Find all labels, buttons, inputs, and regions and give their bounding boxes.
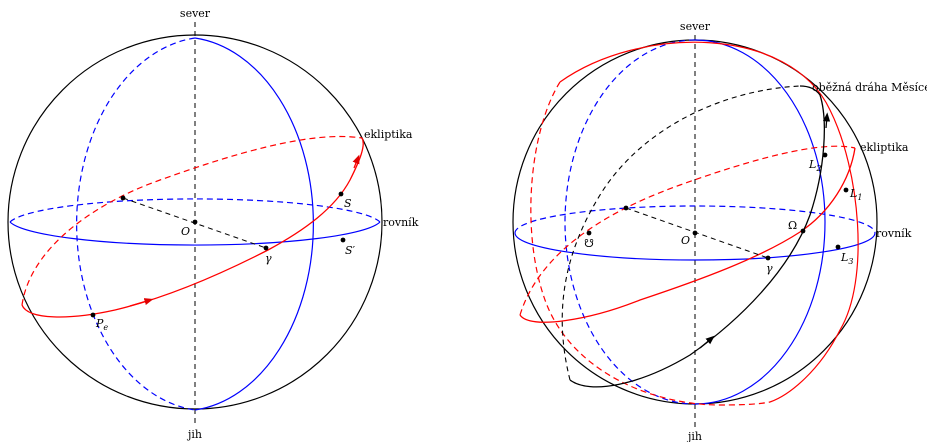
left-meridian-front: [194, 37, 314, 411]
left-figure: sever jih O ekliptika rovník S S′ γ Pe: [7, 7, 419, 441]
left-meridian-back: [76, 37, 196, 411]
left-ecliptic-arrow-2: [352, 154, 360, 169]
right-equator-front: [514, 232, 876, 261]
right-figure: sever jih O oběžná dráha Měsíce ekliptik…: [512, 20, 927, 442]
left-point-sun-projection: [340, 237, 346, 243]
left-equator-back: [9, 198, 381, 223]
right-sphere-outline: [512, 39, 878, 405]
right-label-L1-sub: 1: [857, 193, 862, 202]
right-label-L1: L1: [849, 187, 862, 202]
right-equator-back: [514, 205, 876, 234]
right-point-descending-node: [586, 230, 592, 236]
left-point-sun: [338, 191, 344, 197]
left-label-center: O: [181, 225, 190, 238]
right-moon-orbit-back: [561, 85, 801, 381]
left-ecliptic-back: [21, 135, 363, 306]
right-label-vernal: γ: [766, 262, 773, 275]
left-label-sun: S: [344, 197, 352, 210]
left-label-perihelion: Pe: [95, 317, 108, 332]
right-point-L3: [835, 244, 841, 250]
right-meridian-back: [564, 39, 696, 405]
left-label-south: jih: [186, 428, 202, 441]
right-label-south: jih: [686, 430, 702, 442]
right-point-L1: [843, 187, 849, 193]
right-point-center: [692, 230, 698, 236]
right-point-back-node: [623, 205, 629, 211]
left-label-perihelion-sub: e: [103, 323, 108, 332]
right-label-center: O: [681, 234, 690, 247]
right-meridian-front: [694, 39, 826, 405]
left-ecliptic-front: [21, 137, 364, 318]
right-label-moon-orbit: oběžná dráha Měsíce: [812, 81, 927, 94]
right-label-ascending-node: Ω: [788, 219, 797, 232]
left-point-perihelion: [90, 312, 96, 318]
left-label-equator: rovník: [383, 216, 419, 229]
left-ecliptic-arrow-1: [129, 298, 154, 307]
right-moon-orbit-arrow-2: [822, 112, 831, 129]
right-label-L2-sub: 2: [815, 164, 821, 173]
right-moon-orbit-arrow-1: [699, 335, 715, 349]
left-label-ecliptic: ekliptika: [364, 128, 413, 141]
right-point-ascending-node: [800, 228, 806, 234]
right-label-north: sever: [680, 20, 711, 33]
right-point-vernal: [765, 255, 771, 261]
right-label-ecliptic: ekliptika: [860, 141, 909, 154]
right-label-L2: L2: [808, 158, 821, 173]
right-ecliptic-front: [519, 147, 856, 323]
left-point-center: [192, 219, 198, 225]
right-ecliptic-back: [519, 145, 856, 316]
right-label-descending-node: ☋: [584, 237, 594, 250]
right-red-meridian-front: [559, 41, 859, 403]
right-label-L3: L3: [840, 251, 853, 266]
right-point-L2: [822, 152, 828, 158]
right-moon-orbit-front: [569, 85, 825, 388]
right-red-meridian-back: [530, 81, 771, 406]
left-point-back-node: [120, 195, 126, 201]
left-label-vernal: γ: [265, 252, 272, 265]
left-label-sun-projection: S′: [345, 244, 356, 257]
left-label-north: sever: [180, 7, 211, 20]
left-equator-front: [9, 221, 381, 246]
right-label-L3-sub: 3: [848, 257, 853, 266]
right-label-equator: rovník: [876, 227, 912, 240]
left-point-vernal: [263, 245, 269, 251]
